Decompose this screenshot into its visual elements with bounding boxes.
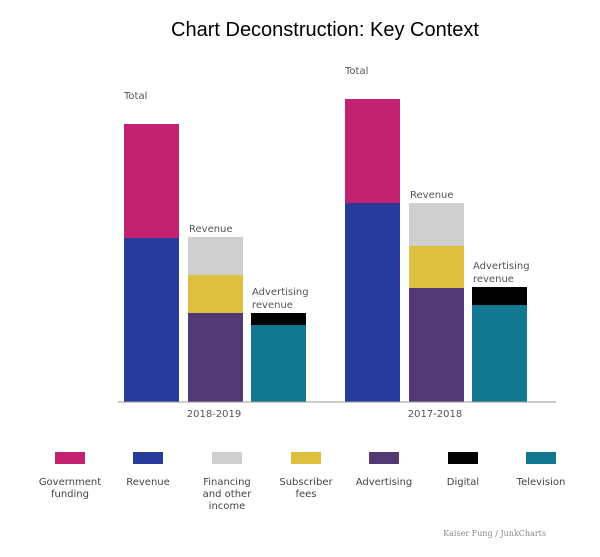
bar-label: Advertising	[473, 261, 530, 272]
x-tick-label: 2018-2019	[187, 409, 242, 420]
legend-label: Digital	[447, 477, 479, 488]
bar-segment-government-funding	[345, 99, 400, 203]
legend-label: Government	[39, 477, 101, 488]
legend-label: Advertising	[356, 477, 413, 488]
bar-label: Revenue	[189, 224, 233, 235]
legend-label: Subscriber	[279, 477, 333, 488]
bar-segment-advertising	[188, 313, 243, 402]
legend-swatch-revenue	[133, 452, 163, 464]
bar-label: Advertising	[252, 287, 309, 298]
credit-text: Kaiser Fung / JunkCharts	[443, 529, 546, 538]
bar-segment-revenue	[124, 238, 179, 402]
legend-label: Television	[516, 477, 566, 488]
legend-label: Financing	[203, 477, 251, 488]
legend-label: Revenue	[126, 477, 170, 488]
chart-title: Chart Deconstruction: Key Context	[171, 19, 479, 41]
bar-segment-revenue	[345, 203, 400, 402]
bar-label: Revenue	[410, 190, 454, 201]
bar-segment-television	[472, 305, 527, 402]
legend-swatch-government-funding	[55, 452, 85, 464]
legend-label: funding	[51, 489, 89, 500]
legend-swatch-advertising	[369, 452, 399, 464]
legend-label: fees	[295, 489, 316, 500]
legend-swatch-television	[526, 452, 556, 464]
bar-label: revenue	[252, 300, 293, 311]
bars-layer	[124, 99, 527, 402]
bar-label: revenue	[473, 274, 514, 285]
legend-label: and other	[203, 489, 253, 500]
legend-swatch-digital	[448, 452, 478, 464]
bar-segment-advertising	[409, 288, 464, 402]
bar-label: Total	[123, 91, 147, 102]
bar-segment-television	[251, 325, 306, 402]
bar-segment-subscriber-fees	[188, 275, 243, 313]
bar-segment-digital	[251, 313, 306, 325]
bar-segment-financing-and-other-income	[409, 203, 464, 246]
labels-layer: Total Revenue Advertising revenue 2018-2019 T…	[123, 66, 530, 420]
bar-segment-financing-and-other-income	[188, 237, 243, 275]
bar-segment-digital	[472, 287, 527, 305]
x-tick-label: 2017-2018	[408, 409, 463, 420]
legend-swatch-financing-and-other-income	[212, 452, 242, 464]
bar-segment-subscriber-fees	[409, 246, 464, 288]
bar-segment-government-funding	[124, 124, 179, 238]
bar-label: Total	[344, 66, 368, 77]
legend-label: income	[209, 501, 246, 512]
legend-swatch-subscriber-fees	[291, 452, 321, 464]
